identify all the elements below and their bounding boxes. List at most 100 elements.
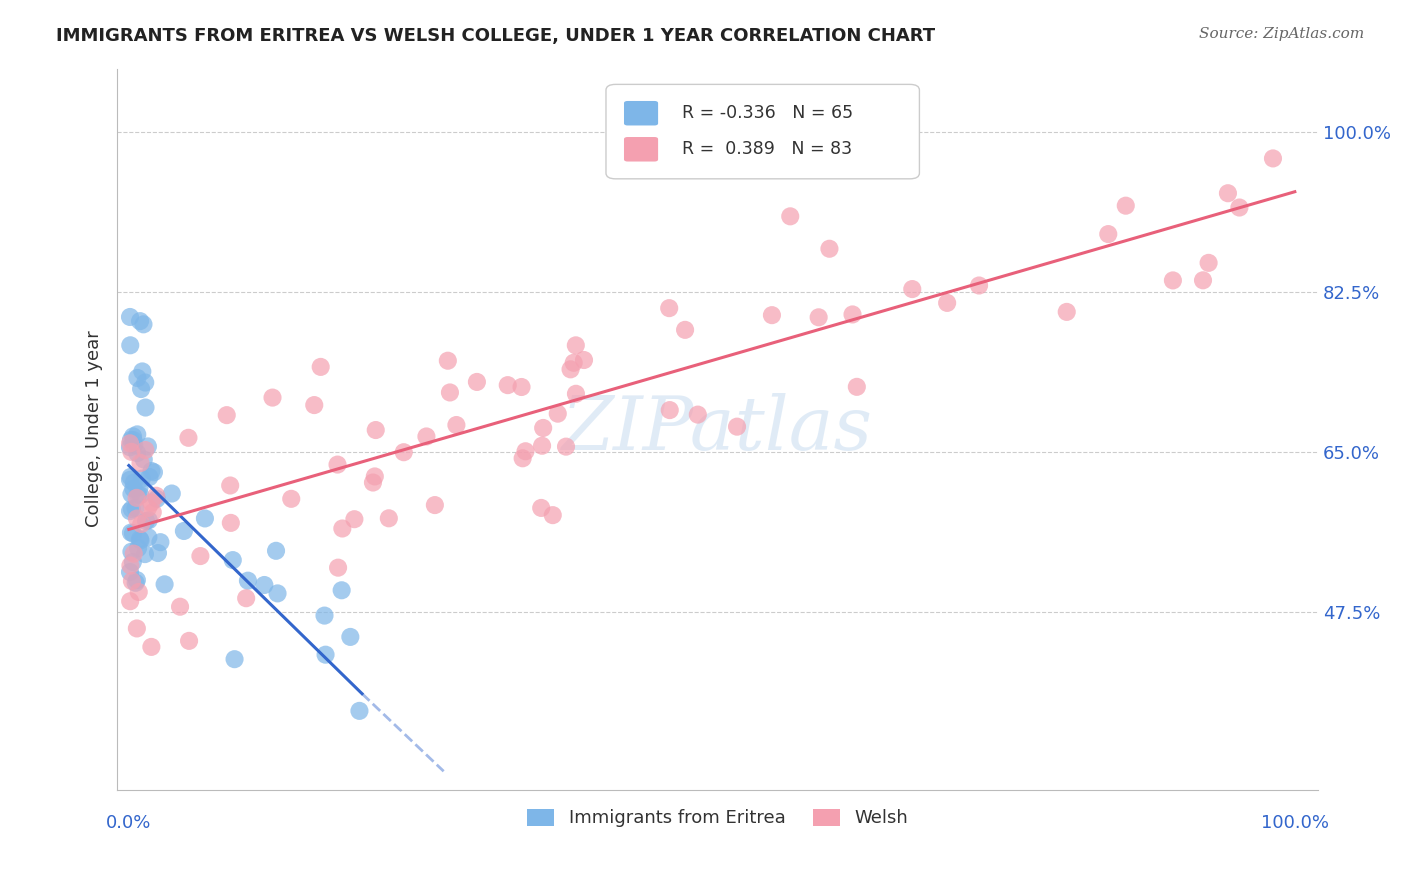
Point — [149, 535, 172, 549]
Point — [349, 704, 371, 718]
Point — [304, 398, 326, 412]
Point — [415, 429, 437, 443]
Point — [547, 407, 569, 421]
Point — [364, 423, 387, 437]
Point — [132, 452, 155, 467]
FancyBboxPatch shape — [624, 137, 658, 161]
Point — [121, 502, 143, 516]
Point — [138, 470, 160, 484]
Text: R = -0.336   N = 65: R = -0.336 N = 65 — [682, 104, 853, 122]
Point — [124, 575, 146, 590]
Point — [145, 489, 167, 503]
Point — [122, 482, 145, 496]
Point — [936, 296, 959, 310]
Point — [127, 427, 149, 442]
Point — [122, 547, 145, 561]
Point — [129, 533, 152, 548]
Point — [127, 488, 149, 502]
Point — [565, 338, 588, 352]
Point — [845, 380, 868, 394]
Point — [309, 359, 332, 374]
Point — [215, 408, 238, 422]
Text: IMMIGRANTS FROM ERITREA VS WELSH COLLEGE, UNDER 1 YEAR CORRELATION CHART: IMMIGRANTS FROM ERITREA VS WELSH COLLEGE… — [56, 27, 935, 45]
Point — [138, 530, 160, 544]
Point — [145, 491, 167, 506]
Point — [572, 353, 595, 368]
Point — [330, 521, 353, 535]
Point — [423, 498, 446, 512]
Point — [132, 318, 155, 332]
Y-axis label: College, Under 1 year: College, Under 1 year — [86, 331, 103, 527]
Point — [122, 475, 145, 490]
Point — [120, 487, 142, 501]
Point — [129, 382, 152, 396]
Point — [122, 526, 145, 541]
Point — [129, 488, 152, 502]
Point — [177, 633, 200, 648]
Text: Source: ZipAtlas.com: Source: ZipAtlas.com — [1198, 27, 1364, 41]
Point — [314, 608, 336, 623]
Point — [264, 543, 287, 558]
Point — [129, 532, 152, 546]
Point — [841, 308, 863, 322]
Point — [439, 385, 461, 400]
Point — [901, 282, 924, 296]
Point — [120, 594, 142, 608]
Point — [143, 465, 166, 479]
Point — [128, 585, 150, 599]
Point — [779, 210, 801, 224]
Point — [125, 511, 148, 525]
Point — [658, 301, 681, 315]
Point — [236, 574, 259, 588]
Point — [118, 310, 141, 324]
Point — [378, 511, 401, 525]
Point — [343, 512, 366, 526]
Point — [124, 501, 146, 516]
Point — [134, 401, 156, 415]
Point — [136, 500, 159, 515]
Point — [512, 451, 534, 466]
Point — [121, 574, 143, 588]
Point — [235, 591, 257, 606]
Point — [510, 380, 533, 394]
Legend: Immigrants from Eritrea, Welsh: Immigrants from Eritrea, Welsh — [520, 801, 915, 835]
Text: 0.0%: 0.0% — [107, 814, 152, 832]
Point — [1261, 152, 1284, 166]
Point — [120, 445, 142, 459]
Point — [134, 376, 156, 390]
Point — [122, 433, 145, 447]
Point — [219, 516, 242, 530]
Point — [330, 583, 353, 598]
Point — [122, 555, 145, 569]
Point — [673, 323, 696, 337]
Point — [531, 439, 554, 453]
Point — [446, 417, 468, 432]
Point — [530, 500, 553, 515]
Point — [1216, 186, 1239, 201]
Point — [129, 456, 152, 470]
Point — [141, 464, 163, 478]
FancyBboxPatch shape — [606, 85, 920, 178]
Point — [725, 419, 748, 434]
Point — [141, 640, 163, 654]
Point — [224, 652, 246, 666]
Point — [141, 496, 163, 510]
Point — [118, 504, 141, 518]
Point — [967, 278, 990, 293]
Point — [120, 544, 142, 558]
Point — [124, 438, 146, 452]
Point — [120, 470, 142, 484]
Point — [515, 444, 537, 458]
Point — [125, 491, 148, 505]
Point — [136, 439, 159, 453]
Point — [138, 513, 160, 527]
Point — [1115, 199, 1137, 213]
Point — [219, 478, 242, 492]
Text: R =  0.389   N = 83: R = 0.389 N = 83 — [682, 140, 852, 158]
Point — [315, 648, 337, 662]
Point — [555, 440, 578, 454]
Point — [173, 524, 195, 538]
Point — [169, 599, 191, 614]
Text: ZIPatlas: ZIPatlas — [562, 392, 873, 466]
Point — [818, 242, 841, 256]
